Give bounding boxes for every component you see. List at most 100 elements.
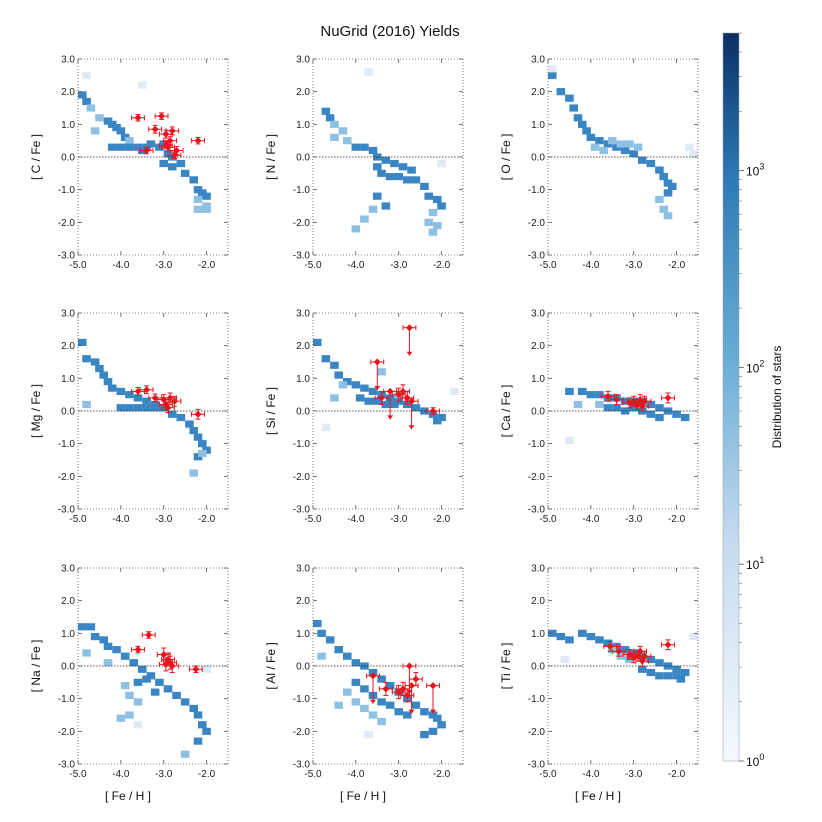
heatmap-cell [612,404,621,412]
y-tick-label: 0.0 [296,153,310,164]
heatmap-cell [163,685,173,693]
heatmap-cell [556,88,566,96]
heatmap-cell [125,404,134,412]
heatmap-cell [560,655,570,664]
y-tick-label: 3.0 [531,55,545,66]
heatmap-cell [159,140,168,148]
point-marker [429,407,437,415]
point-marker [166,137,174,145]
heatmap-cell [78,623,87,631]
heatmap-cell [82,71,91,79]
upper-limit-arrow [406,690,413,694]
heatmap-cell [325,114,335,122]
heatmap-cell [108,143,117,151]
data-point [370,358,385,390]
y-tick-label: -3.0 [528,760,546,771]
y-tick-label: 2.0 [61,87,75,98]
heatmap-cell [108,384,117,392]
y-tick-label: -2.0 [528,472,546,483]
heatmap-cell [646,655,656,664]
heatmap-cell [646,159,656,168]
heatmap-cell [133,698,143,706]
heatmap-cell [390,400,399,409]
x-tick-label: -4.0 [112,514,130,525]
x-tick-label: -2.0 [433,769,451,780]
heatmap-cell [180,698,190,706]
y-tick-label: -1.0 [58,694,76,705]
y-axis-label: [ Ca / Fe ] [499,385,513,438]
y-tick-label: -1.0 [293,694,311,705]
upper-limit-arrow [406,351,413,356]
heatmap-cell [407,166,416,174]
y-tick-label: -3.0 [528,251,546,262]
x-tick-label: -5.0 [304,514,322,525]
data-point [191,408,205,420]
heatmap-cell [437,159,446,168]
heatmap-cell [633,143,643,151]
data-point [635,400,650,412]
y-tick-label: 2.0 [296,87,310,98]
heatmap-cell [411,701,421,709]
heatmap-cell [82,355,91,363]
x-tick-label: -5.0 [69,769,87,780]
data-point [661,392,675,404]
upper-limit-arrow [408,709,415,714]
point-marker [158,112,166,120]
point-marker [162,130,170,138]
y-tick-label: -3.0 [293,505,311,516]
heatmap-cell [403,176,412,184]
heatmap-cell [590,143,600,151]
y-tick-label: 3.0 [296,309,310,320]
heatmap-cell [608,137,617,145]
heatmap-cell [655,672,664,680]
heatmap-cell [586,391,596,399]
x-tick-label: -3.0 [390,260,408,271]
x-axis-label: [ Fe / H ] [575,789,621,803]
colorbar-tick-exponent: 2 [759,358,764,368]
x-tick-label: -2.0 [198,514,216,525]
data-point [404,397,419,430]
point-marker [194,137,202,145]
chart-title: NuGrid (2016) Yields [320,23,459,40]
heatmap-cell [116,714,126,722]
heatmap-cell [360,685,369,693]
heatmap-cell [202,205,211,213]
heatmap-cell [620,407,630,415]
point-marker [664,641,672,649]
heatmap-cell [646,400,656,409]
y-axis-label: [ Ti / Fe ] [499,643,513,690]
heatmap-cell [565,436,574,444]
data-point [169,146,184,155]
heatmap-cell [625,140,634,148]
y-tick-label: 3.0 [531,309,545,320]
y-tick-label: 0.0 [296,407,310,418]
heatmap-cell [86,104,96,112]
heatmap-cell [364,731,373,739]
heatmap-cell [313,338,322,346]
panel-7: 3.02.01.00.0-1.0-2.0-3.0-5.0 -4.0 -3.0 -2.0… [29,564,229,803]
heatmap-cell [103,659,113,667]
y-tick-label: -3.0 [58,505,76,516]
heatmap-cell [142,675,151,683]
point-marker [606,642,614,650]
heatmap-cell [646,668,656,677]
point-marker [145,631,153,639]
heatmap-cell [82,649,91,657]
y-tick-label: 3.0 [296,55,310,66]
y-tick-label: 0.0 [531,662,545,673]
heatmap-cell [595,400,604,409]
data-point [131,645,145,654]
x-tick-label: -2.0 [433,260,451,271]
data-point [366,672,380,704]
heatmap-cell [377,717,386,726]
y-tick-label: 1.0 [531,120,545,131]
heatmap-cell [368,711,378,719]
heatmap-cell [394,708,403,716]
upper-limit-arrow [370,699,376,704]
heatmap-cell [159,159,168,168]
heatmap-cell [377,698,386,706]
point-marker [412,675,420,683]
y-tick-label: -1.0 [293,439,311,450]
heatmap-cell [390,159,399,168]
y-tick-label: -2.0 [293,727,311,738]
